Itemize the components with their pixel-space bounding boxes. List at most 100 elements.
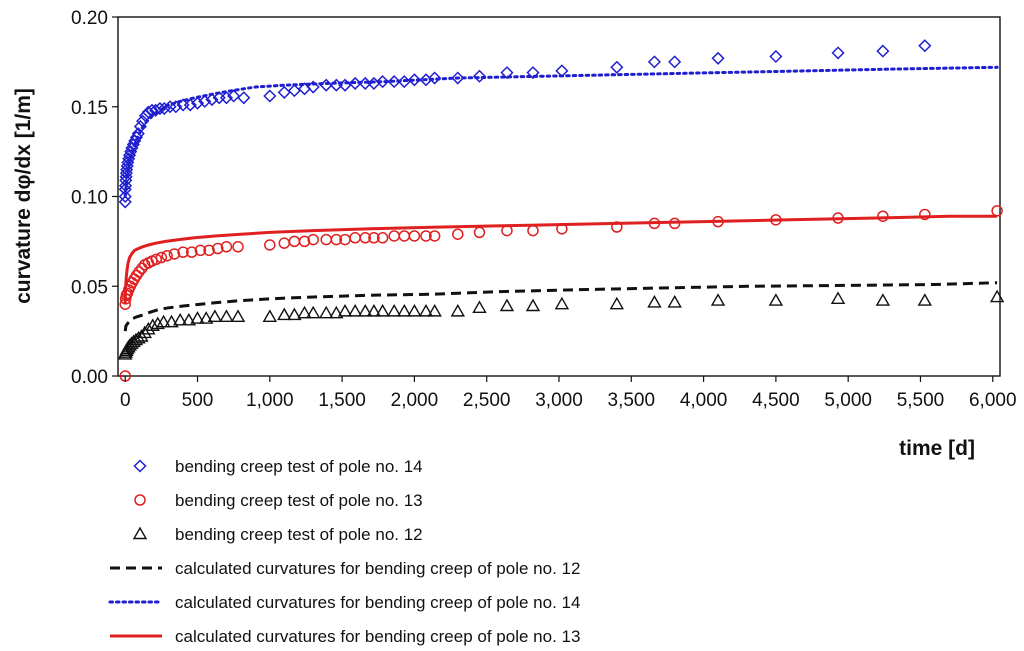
data-point (237, 91, 251, 105)
x-tick-label: 1,500 (318, 390, 366, 411)
data-point (137, 325, 152, 339)
data-point (376, 232, 389, 244)
data-point (118, 189, 132, 204)
legend-entry: calculated curvatures for bending creep … (110, 627, 580, 646)
series-6 (123, 214, 998, 305)
data-point (500, 66, 514, 80)
data-point (450, 303, 465, 317)
y-tick-label: 0.20 (71, 8, 108, 29)
data-point (150, 253, 163, 266)
data-point (525, 298, 541, 312)
data-point (190, 96, 205, 110)
data-point (319, 305, 334, 319)
data-point (473, 226, 486, 239)
x-tick-label: 3,000 (535, 390, 583, 411)
data-point (347, 303, 363, 317)
y-tick-label: 0.10 (71, 188, 108, 209)
data-point (277, 85, 291, 99)
data-point (264, 239, 276, 251)
data-point (398, 230, 411, 242)
data-point (769, 49, 783, 64)
data-point (219, 309, 234, 322)
data-point (875, 293, 891, 306)
data-point (408, 230, 421, 242)
y-tick-label: 0.05 (71, 277, 108, 298)
data-point (918, 39, 932, 53)
data-point (876, 44, 890, 58)
data-point (428, 230, 441, 242)
legend-marker-triangle (132, 526, 148, 540)
series-5 (123, 65, 999, 198)
data-point (262, 309, 278, 322)
data-point (526, 66, 540, 80)
data-point (451, 71, 465, 85)
data-point (647, 55, 661, 69)
series-line (123, 281, 998, 332)
data-point (227, 89, 241, 103)
legend-label: calculated curvatures for bending creep … (175, 559, 580, 578)
legend-marker-diamond (133, 459, 147, 473)
series-4 (123, 281, 998, 332)
data-point (320, 233, 332, 246)
x-tick-label: 2,500 (463, 390, 511, 411)
data-point (219, 91, 234, 105)
legend-entry: calculated curvatures for bending creep … (108, 593, 580, 612)
data-point (278, 237, 291, 249)
data-point (128, 332, 144, 346)
data-point (150, 316, 165, 330)
data-point (667, 294, 682, 308)
data-point (118, 195, 132, 209)
data-point (190, 311, 205, 324)
data-point (991, 205, 1003, 217)
legend-entry: bending creep test of pole no. 13 (134, 491, 423, 510)
x-tick-label: 1,000 (246, 390, 294, 411)
data-point (349, 232, 361, 244)
data-point (330, 233, 343, 246)
data-point (168, 248, 181, 260)
data-point (277, 307, 292, 321)
data-point (407, 73, 421, 87)
data-point (472, 300, 487, 313)
legend-label: bending creep test of pole no. 12 (175, 525, 423, 544)
series-3 (118, 289, 1005, 360)
data-point (919, 208, 931, 221)
data-point (337, 303, 353, 317)
data-point (428, 71, 442, 85)
data-point (366, 303, 382, 317)
data-point (452, 228, 464, 240)
data-point (710, 293, 726, 306)
data-point (220, 241, 233, 253)
data-point (768, 293, 784, 306)
data-point (368, 232, 380, 244)
data-point (177, 246, 189, 258)
data-point (287, 307, 302, 321)
data-point (298, 235, 311, 248)
data-point (358, 303, 373, 317)
legend-entry: bending creep test of pole no. 12 (132, 525, 423, 544)
axes-layer: 0.00 0.05 0.10 0.15 0.20 0 500 1,000 1,500 2,000 2… (71, 8, 1017, 411)
data-point (212, 242, 224, 255)
data-point (917, 293, 933, 306)
y-axis-title: curvature dφ/dx [1/m] (12, 88, 35, 304)
data-point (145, 318, 160, 331)
data-point (668, 55, 682, 69)
data-point (307, 233, 319, 246)
data-point (427, 303, 442, 317)
data-point (610, 60, 624, 74)
data-point (155, 251, 168, 264)
legend-label: calculated curvatures for bending creep … (175, 627, 580, 646)
data-point (831, 46, 845, 60)
legend: bending creep test of pole no. 14 bending… (108, 457, 580, 646)
legend-label: bending creep test of pole no. 13 (175, 491, 423, 510)
series-layer (118, 39, 1005, 382)
x-tick-label: 5,500 (897, 390, 945, 411)
x-tick-label: 6,000 (969, 390, 1017, 411)
x-tick-label: 4,500 (752, 390, 800, 411)
legend-label: calculated curvatures for bending creep … (175, 593, 580, 612)
data-point (989, 289, 1005, 303)
x-tick-label: 2,000 (391, 390, 439, 411)
data-point (388, 230, 400, 242)
data-point (472, 69, 487, 83)
data-point (305, 305, 321, 319)
